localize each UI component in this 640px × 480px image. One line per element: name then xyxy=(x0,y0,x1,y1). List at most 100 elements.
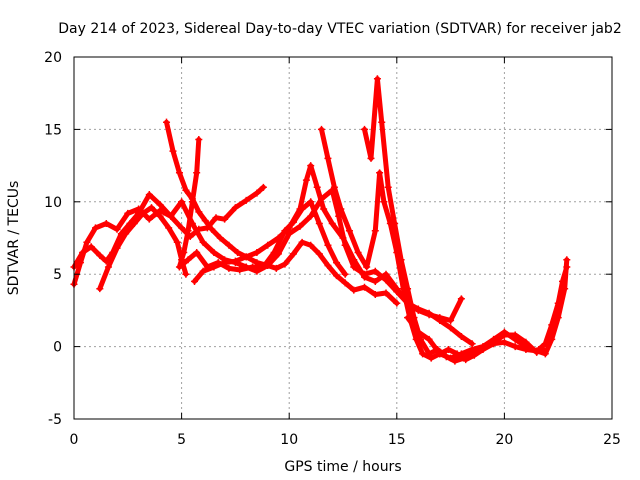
x-axis-label: GPS time / hours xyxy=(284,459,401,475)
data-point xyxy=(234,248,242,256)
x-tick-label: 25 xyxy=(603,432,621,448)
data-point xyxy=(436,314,444,322)
data-point xyxy=(324,154,332,162)
data-point xyxy=(315,250,323,258)
data-point xyxy=(350,286,358,294)
data-point xyxy=(522,343,530,351)
data-point xyxy=(259,183,267,191)
data-point xyxy=(259,263,267,271)
data-point xyxy=(169,147,177,155)
plot-frame xyxy=(73,56,613,420)
data-point xyxy=(195,208,203,216)
data-point xyxy=(210,248,218,256)
data-point xyxy=(272,264,280,272)
data-point xyxy=(130,220,138,228)
data-point xyxy=(236,266,244,274)
data-point xyxy=(313,183,321,191)
data-point xyxy=(180,248,188,256)
data-point xyxy=(563,263,571,271)
data-point xyxy=(361,125,369,133)
data-point xyxy=(290,250,298,258)
data-point xyxy=(178,198,186,206)
data-point xyxy=(345,227,353,235)
data-point xyxy=(393,285,401,293)
data-point xyxy=(191,277,199,285)
data-point xyxy=(165,224,173,232)
data-point xyxy=(253,248,261,256)
data-point xyxy=(554,299,562,307)
data-point xyxy=(182,270,190,278)
data-point xyxy=(113,225,121,233)
series-line xyxy=(405,257,570,361)
series-track-3 xyxy=(96,204,190,293)
data-point xyxy=(296,222,304,230)
data-point xyxy=(371,267,379,275)
data-point xyxy=(371,227,379,235)
y-tick-label: 5 xyxy=(53,267,62,283)
data-point xyxy=(147,204,155,212)
data-point xyxy=(447,324,455,332)
y-tick-label: 20 xyxy=(44,50,62,66)
data-point xyxy=(320,205,328,213)
data-point xyxy=(511,343,519,351)
y-tick-label: 15 xyxy=(44,122,62,138)
data-point xyxy=(397,256,405,264)
data-point xyxy=(535,345,543,353)
data-point xyxy=(371,290,379,298)
data-point xyxy=(184,256,192,264)
data-point xyxy=(341,279,349,287)
data-point xyxy=(425,350,433,358)
data-point xyxy=(361,273,369,281)
data-point xyxy=(457,332,465,340)
data-point xyxy=(221,259,229,267)
data-point xyxy=(378,118,386,126)
data-point xyxy=(242,253,250,261)
data-point xyxy=(457,295,465,303)
data-point xyxy=(182,186,190,194)
data-point xyxy=(317,125,325,133)
data-point xyxy=(92,224,100,232)
x-tick-label: 20 xyxy=(495,432,513,448)
data-point xyxy=(163,118,171,126)
data-point xyxy=(145,191,153,199)
data-point xyxy=(285,224,293,232)
data-point xyxy=(371,277,379,285)
data-point xyxy=(511,335,519,343)
data-point xyxy=(307,198,315,206)
data-point xyxy=(350,256,358,264)
data-point xyxy=(216,234,224,242)
data-point xyxy=(281,260,289,268)
data-point xyxy=(225,241,233,249)
data-point xyxy=(242,196,250,204)
series-line xyxy=(71,184,266,270)
data-point xyxy=(296,205,304,213)
data-point xyxy=(384,183,392,191)
data-point xyxy=(337,205,345,213)
data-point xyxy=(447,354,455,362)
x-tick-label: 15 xyxy=(388,432,406,448)
data-point xyxy=(175,263,183,271)
data-point xyxy=(79,248,87,256)
data-point xyxy=(460,354,468,362)
data-point xyxy=(102,220,110,228)
data-point xyxy=(307,212,315,220)
data-point xyxy=(373,75,381,83)
data-point xyxy=(363,263,371,271)
data-point xyxy=(156,212,164,220)
data-point xyxy=(333,259,341,267)
data-point xyxy=(324,241,332,249)
data-point xyxy=(382,289,390,297)
data-point xyxy=(253,189,261,197)
data-point xyxy=(199,267,207,275)
data-point xyxy=(354,248,362,256)
data-point xyxy=(274,234,282,242)
series-track-5 xyxy=(175,136,349,278)
data-point xyxy=(414,306,422,314)
data-point xyxy=(167,212,175,220)
y-axis-label: SDTVAR / TECUs xyxy=(6,181,22,296)
data-point xyxy=(208,225,216,233)
y-tick-label: -5 xyxy=(48,412,62,428)
data-point xyxy=(404,314,412,322)
data-point xyxy=(225,264,233,272)
